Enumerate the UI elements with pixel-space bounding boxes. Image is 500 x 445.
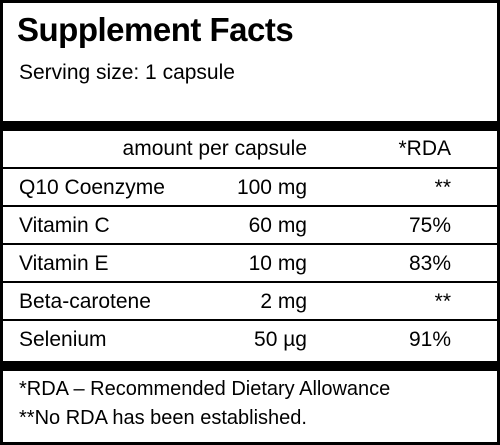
table-row: Q10 Coenzyme 100 mg ** xyxy=(3,167,497,205)
nutrient-amount: 10 mg xyxy=(248,252,307,275)
nutrient-amount: 50 µg xyxy=(254,328,307,351)
nutrient-name: Vitamin E xyxy=(19,252,109,275)
nutrient-amount: 2 mg xyxy=(260,290,307,313)
footnote-rda: *RDA – Recommended Dietary Allowance xyxy=(19,378,391,400)
row-divider xyxy=(3,243,497,245)
thick-divider xyxy=(3,361,497,371)
nutrient-name: Beta-carotene xyxy=(19,290,151,313)
nutrient-amount: 100 mg xyxy=(236,176,307,199)
footnote-no-rda: **No RDA has been established. xyxy=(19,407,307,429)
nutrient-rda: 83% xyxy=(408,252,451,275)
nutrient-rda: 75% xyxy=(408,214,451,237)
header-amount: amount per capsule xyxy=(122,137,307,160)
table-row: Beta-carotene 2 mg ** xyxy=(3,281,497,319)
row-divider xyxy=(3,281,497,283)
nutrient-name: Selenium xyxy=(19,328,107,351)
table-row: Selenium 50 µg 91% xyxy=(3,319,497,357)
nutrient-rda: 91% xyxy=(408,328,451,351)
thick-divider xyxy=(3,121,497,131)
nutrient-name: Vitamin C xyxy=(19,214,110,237)
row-divider xyxy=(3,319,497,321)
table-row: Vitamin E 10 mg 83% xyxy=(3,243,497,281)
serving-size: Serving size: 1 capsule xyxy=(19,61,235,84)
label-title: Supplement Facts xyxy=(17,11,294,48)
nutrient-rda: ** xyxy=(434,290,451,313)
header-rda: *RDA xyxy=(398,137,451,160)
row-divider xyxy=(3,167,497,169)
nutrient-rda: ** xyxy=(434,176,451,199)
row-divider xyxy=(3,205,497,207)
nutrient-name: Q10 Coenzyme xyxy=(19,176,165,199)
table-row: Vitamin C 60 mg 75% xyxy=(3,205,497,243)
nutrient-amount: 60 mg xyxy=(248,214,307,237)
